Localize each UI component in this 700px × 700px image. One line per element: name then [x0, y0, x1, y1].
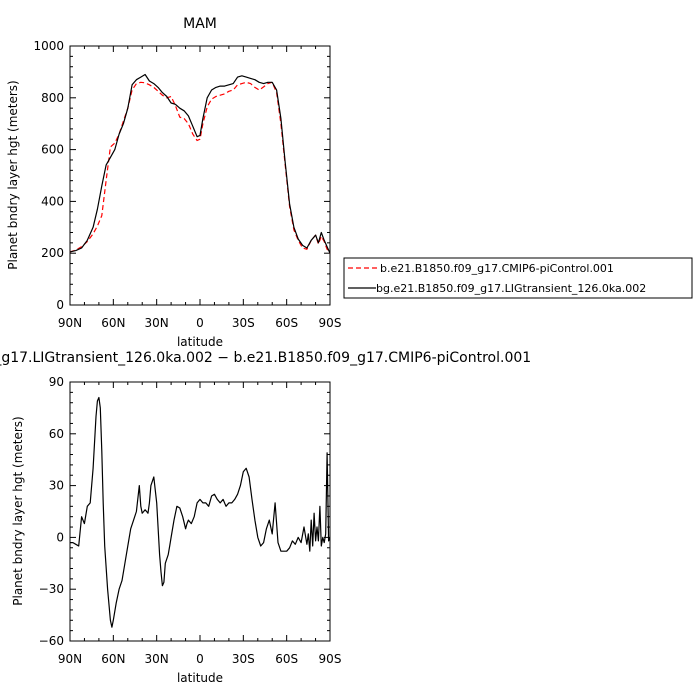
- y-tick-label: 1000: [33, 39, 64, 53]
- legend-box: [343, 257, 693, 299]
- x-tick-label: 90S: [319, 316, 342, 330]
- x-tick-label: 0: [196, 652, 204, 666]
- y-tick-label: 0: [56, 298, 64, 312]
- series-line-picontrol: [69, 81, 331, 254]
- x-tick-label: 60S: [275, 316, 298, 330]
- x-tick-label: 60S: [275, 652, 298, 666]
- top-xlabel: latitude: [177, 335, 223, 349]
- y-tick-label: 200: [41, 246, 64, 260]
- y-tick-label: 800: [41, 91, 64, 105]
- x-tick-label: 30N: [145, 652, 169, 666]
- top-panel: MAM 90N 60N 30N 0 30S 60S 90S 0 200 400 600 800 100…: [6, 16, 341, 349]
- legend: b.e21.B1850.f09_g17.CMIP6-piControl.001 …: [343, 257, 693, 299]
- x-tick-label: 30N: [145, 316, 169, 330]
- top-title: MAM: [183, 16, 217, 32]
- x-tick-label: 30S: [232, 652, 255, 666]
- x-tick-label: 90S: [319, 652, 342, 666]
- y-tick-label: 0: [56, 530, 64, 544]
- series-line-ligtransient: [69, 73, 331, 254]
- series-line-difference: [70, 396, 331, 628]
- top-plot-frame: [69, 45, 331, 306]
- bottom-panel: bg.e21.B1850.f09_g17.LIGtransient_126.0k…: [0, 350, 531, 685]
- y-tick-label: 60: [49, 427, 64, 441]
- bottom-title: bg.e21.B1850.f09_g17.LIGtransient_126.0k…: [0, 350, 531, 366]
- y-tick-label: 600: [41, 143, 64, 157]
- x-tick-label: 90N: [58, 652, 82, 666]
- x-tick-label: 90N: [58, 316, 82, 330]
- x-tick-label: 0: [196, 316, 204, 330]
- x-tick-label: 30S: [232, 316, 255, 330]
- y-tick-label: 90: [49, 375, 64, 389]
- bottom-ylabel: Planet bndry layer hgt (meters): [11, 416, 25, 606]
- legend-label-ligtransient: bg.e21.B1850.f09_g17.LIGtransient_126.0k…: [376, 282, 646, 295]
- legend-label-picontrol: b.e21.B1850.f09_g17.CMIP6-piControl.001: [380, 262, 614, 275]
- y-tick-label: 30: [49, 479, 64, 493]
- y-tick-label: −60: [39, 634, 64, 648]
- top-ylabel: Planet bndry layer hgt (meters): [6, 80, 20, 270]
- bottom-xlabel: latitude: [177, 671, 223, 685]
- y-tick-label: −30: [39, 582, 64, 596]
- y-tick-label: 400: [41, 194, 64, 208]
- x-tick-label: 60N: [101, 316, 125, 330]
- x-tick-label: 60N: [101, 652, 125, 666]
